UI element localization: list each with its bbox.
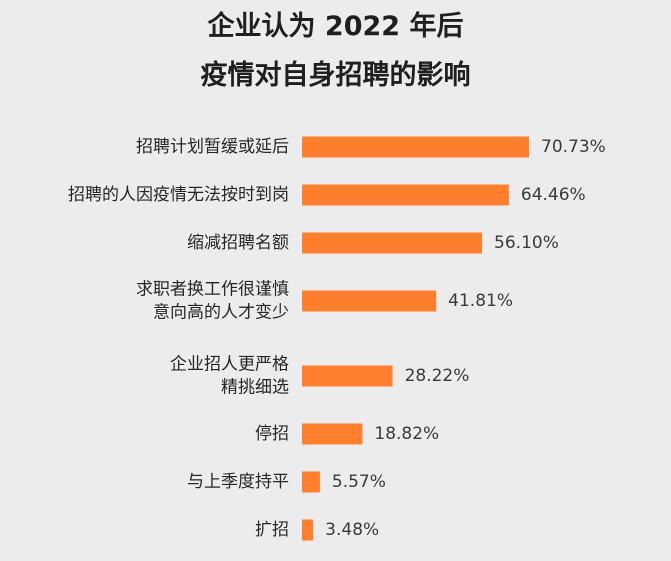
category-label-4-line-1: 精挑细选 <box>221 378 289 398</box>
category-label-2: 缩减招聘名额 <box>187 233 289 253</box>
chart-title-line-1: 企业认为 2022 年后 <box>207 11 464 42</box>
value-label-5: 18.82% <box>374 424 439 444</box>
category-label-5: 停招 <box>255 424 289 444</box>
bar-0 <box>302 136 529 158</box>
category-label-1: 招聘的人因疫情无法按时到岗 <box>68 185 289 205</box>
value-label-3: 41.81% <box>448 291 513 311</box>
bar-6 <box>302 471 320 493</box>
bar-2 <box>302 232 483 254</box>
bar-4 <box>302 365 393 387</box>
bar-3 <box>302 290 437 312</box>
value-label-2: 56.10% <box>494 233 559 253</box>
value-label-0: 70.73% <box>541 137 606 157</box>
value-label-6: 5.57% <box>332 472 386 492</box>
category-label-3-line-1: 意向高的人才变少 <box>153 303 289 323</box>
chart-title-line-2: 疫情对自身招聘的影响 <box>200 60 471 91</box>
category-label-0: 招聘计划暂缓或延后 <box>136 137 289 157</box>
bar-7 <box>302 519 314 541</box>
category-label-6: 与上季度持平 <box>187 472 289 492</box>
bar-5 <box>302 423 363 445</box>
value-label-7: 3.48% <box>325 520 379 540</box>
category-label-3-line-0: 求职者换工作很谨慎 <box>136 280 289 300</box>
category-label-4-line-0: 企业招人更严格 <box>170 355 289 375</box>
value-label-1: 64.46% <box>521 185 586 205</box>
bar-1 <box>302 184 509 206</box>
value-label-4: 28.22% <box>405 366 470 386</box>
category-label-7: 扩招 <box>255 520 289 540</box>
